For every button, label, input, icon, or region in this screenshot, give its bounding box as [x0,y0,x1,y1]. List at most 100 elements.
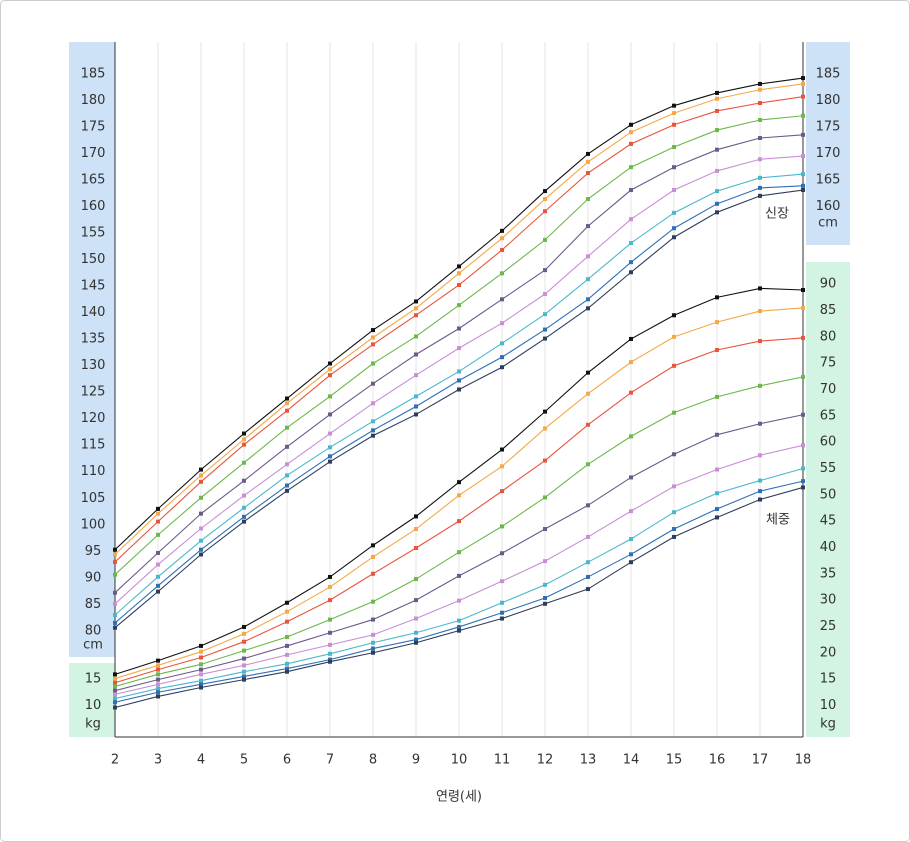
weight-point [156,677,160,682]
height-point [242,460,246,465]
weight-point [586,503,590,508]
height-point [801,94,805,99]
height-point [328,373,332,378]
weight-point [457,624,461,629]
height-point [242,514,246,519]
x-tick-label: 18 [795,753,812,768]
y2-tick-label: 70 [820,382,837,397]
weight-point [500,579,504,584]
weight-point [500,489,504,494]
height-point [629,217,633,222]
height-point [672,111,676,116]
height-point [457,369,461,374]
height-point [199,538,203,543]
weight-point [328,584,332,589]
weight-point [242,648,246,653]
y2-tick-label: 75 [820,356,837,371]
weight-point [672,484,676,489]
weight-point [801,479,805,484]
x-tick-label: 11 [494,753,511,768]
height-point [500,355,504,360]
x-tick-label: 7 [326,753,334,768]
height-point [285,483,289,488]
weight-point [672,452,676,457]
height-point [156,511,160,516]
height-point [672,122,676,127]
weight-point [758,497,762,502]
height-point [371,433,375,438]
weight-point [414,577,418,582]
height-point [371,428,375,433]
height-point [285,425,289,430]
x-tick-label: 14 [623,753,640,768]
y-tick-label: 165 [81,172,106,187]
weight-point [156,682,160,687]
weight-point [156,690,160,695]
height-point [715,90,719,95]
weight-panel-left [69,663,115,737]
weight-point [113,696,117,701]
height-point [156,574,160,579]
weight-point [285,669,289,674]
weight-point [285,634,289,639]
height-point [199,467,203,472]
weight-point [199,662,203,667]
weight-point [500,616,504,621]
y-tick-label: 130 [81,358,106,373]
height-point [715,210,719,215]
weight-point [672,510,676,515]
height-point [199,495,203,500]
height-point [457,387,461,392]
weight-point [328,574,332,579]
height-point [113,612,117,617]
height-point [801,132,805,137]
height-point [414,394,418,399]
y-tick-label: 160 [81,199,106,214]
weight-point [113,700,117,705]
weight-point [758,309,762,314]
weight-point [414,637,418,642]
weight-point [328,642,332,647]
height-point [801,76,805,81]
weight-point [156,663,160,668]
height-point [801,172,805,177]
y2-tick-label: 30 [820,593,837,608]
height-point [285,444,289,449]
x-tick-label: 12 [537,753,554,768]
height-point [285,473,289,478]
weight-point [500,464,504,469]
weight-point [414,640,418,645]
weight-point [199,649,203,654]
height-unit-right: cm [818,216,838,231]
height-point [801,188,805,193]
height-point [242,442,246,447]
weight-point [113,692,117,697]
weight-point [242,677,246,682]
height-point [629,122,633,127]
y-tick-label: 100 [81,517,106,532]
weight-point [543,596,547,600]
y2-tick-label: 90 [820,277,837,292]
height-point [629,260,633,265]
height-point [758,81,762,86]
height-point [285,488,289,493]
height-point [715,128,719,133]
y2-tick-label: 40 [820,540,837,555]
y-tick-label: 145 [81,279,106,294]
weight-point [199,682,203,687]
height-point [328,412,332,417]
height-point [715,168,719,173]
height-point [242,478,246,483]
height-point [457,378,461,383]
weight-point [672,410,676,415]
height-point [156,532,160,537]
height-unit-left: cm [83,638,103,653]
y-tick-label: 10 [85,698,102,713]
height-point [758,175,762,180]
height-point [543,292,547,297]
height-point [371,328,375,333]
height-point [371,419,375,424]
height-point [242,493,246,498]
height-point [156,519,160,524]
